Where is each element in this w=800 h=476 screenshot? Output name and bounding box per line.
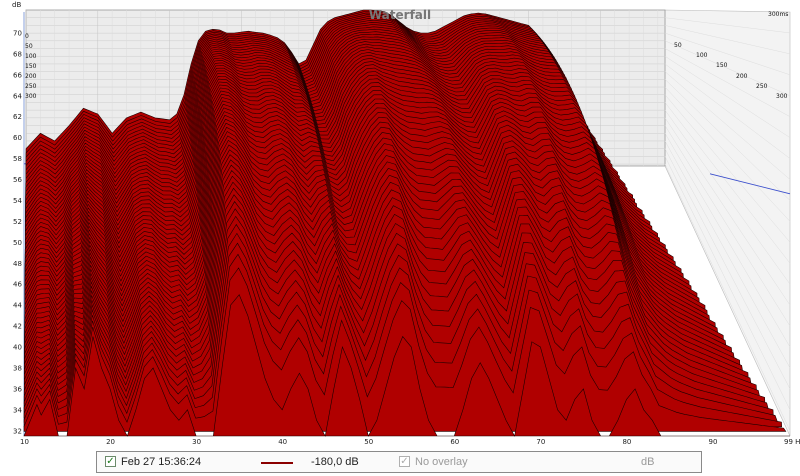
y-tick-label: 62: [13, 113, 22, 121]
grid-line: [664, 102, 791, 264]
grid-line: [664, 94, 791, 243]
grid-line: [664, 140, 791, 369]
y-tick-label: 40: [13, 344, 22, 352]
x-tick-label: 20: [106, 438, 115, 446]
x-tick-label: 70: [536, 438, 545, 446]
overlay-line: [709, 173, 791, 195]
depth-label: 150: [25, 63, 37, 70]
y-tick-label: 52: [13, 218, 22, 226]
waterfall-slice: [23, 294, 790, 437]
level-value: -180,0 dB: [311, 456, 359, 468]
x-tick-label: 80: [622, 438, 631, 446]
plot-axes: 32 34 36 38 40 42 44 46 48 50 52 54 56 58 60 62 64 66 68 70…: [13, 29, 800, 446]
unit-label: dB: [641, 456, 655, 468]
x-tick-label: 10: [20, 438, 29, 446]
x-tick-label: 30: [192, 438, 201, 446]
grid-line: [664, 25, 791, 55]
y-tick-label: 70: [13, 29, 22, 37]
y-tick-label: 46: [13, 281, 22, 289]
y-tick-label: 64: [13, 92, 22, 100]
y-unit-label: dB: [12, 1, 21, 9]
time-label: 300ms: [768, 11, 788, 18]
y-tick-label: 42: [13, 323, 22, 331]
depth-label: 150: [716, 62, 728, 69]
waterfall-slices: [23, 9, 790, 437]
depth-label: 200: [736, 73, 748, 80]
chart-title: Waterfall: [369, 8, 431, 22]
x-tick-label: 60: [450, 438, 459, 446]
y-tick-label: 50: [13, 239, 22, 247]
trace-color-swatch[interactable]: [261, 462, 293, 464]
grid-line: [664, 148, 791, 390]
y-tick-label: 68: [13, 50, 22, 58]
y-tick-label: 44: [13, 302, 22, 310]
overlay-checkbox[interactable]: ✓: [399, 456, 410, 467]
x-tick-label: 99 Hz: [784, 438, 800, 446]
grid-line: [664, 32, 791, 76]
depth-label: 100: [25, 53, 37, 60]
y-tick-label: 60: [13, 134, 22, 142]
grid-line: [664, 79, 791, 201]
depth-label: 50: [25, 43, 33, 50]
y-tick-label: 34: [13, 406, 22, 414]
y-tick-label: 56: [13, 176, 22, 184]
depth-label: 50: [674, 42, 682, 49]
depth-label: 250: [25, 83, 37, 90]
y-tick-label: 38: [13, 364, 22, 372]
y-tick-label: 58: [13, 155, 22, 163]
waterfall-plot[interactable]: 32 34 36 38 40 42 44 46 48 50 52 54 56 58 60 62 64 66 68 70…: [0, 0, 800, 448]
depth-label: 300: [25, 93, 37, 100]
grid-line: [664, 48, 791, 117]
grid-line: [664, 133, 791, 348]
y-tick-label: 54: [13, 197, 22, 205]
grid-line: [664, 63, 791, 159]
grid-line: [664, 163, 791, 431]
legend-bar: ✓ Feb 27 15:36:24 -180,0 dB ✓ No overlay…: [96, 451, 702, 473]
depth-label: 300: [776, 93, 788, 100]
x-tick-label: 90: [709, 438, 718, 446]
y-tick-label: 36: [13, 385, 22, 393]
measurement-checkbox[interactable]: ✓: [105, 456, 116, 467]
x-tick-label: 50: [364, 438, 373, 446]
grid-line: [664, 40, 791, 96]
grid-line: [664, 117, 791, 306]
y-tick-label: 66: [13, 71, 22, 79]
depth-label: 250: [756, 83, 768, 90]
overlay-label[interactable]: No overlay: [415, 456, 468, 468]
grid-line: [664, 156, 791, 410]
grid-line: [664, 56, 791, 138]
measurement-timestamp[interactable]: Feb 27 15:36:24: [121, 456, 202, 468]
grid-line: [664, 71, 791, 180]
grid-line: [664, 125, 791, 327]
depth-label: 200: [25, 73, 37, 80]
depth-label: 100: [696, 52, 708, 59]
y-tick-label: 32: [13, 427, 22, 435]
y-tick-label: 48: [13, 260, 22, 268]
grid-line: [664, 86, 791, 222]
grid-line: [664, 110, 791, 285]
x-tick-label: 40: [278, 438, 287, 446]
grid-line: [664, 17, 791, 34]
depth-label: 0: [25, 33, 29, 40]
